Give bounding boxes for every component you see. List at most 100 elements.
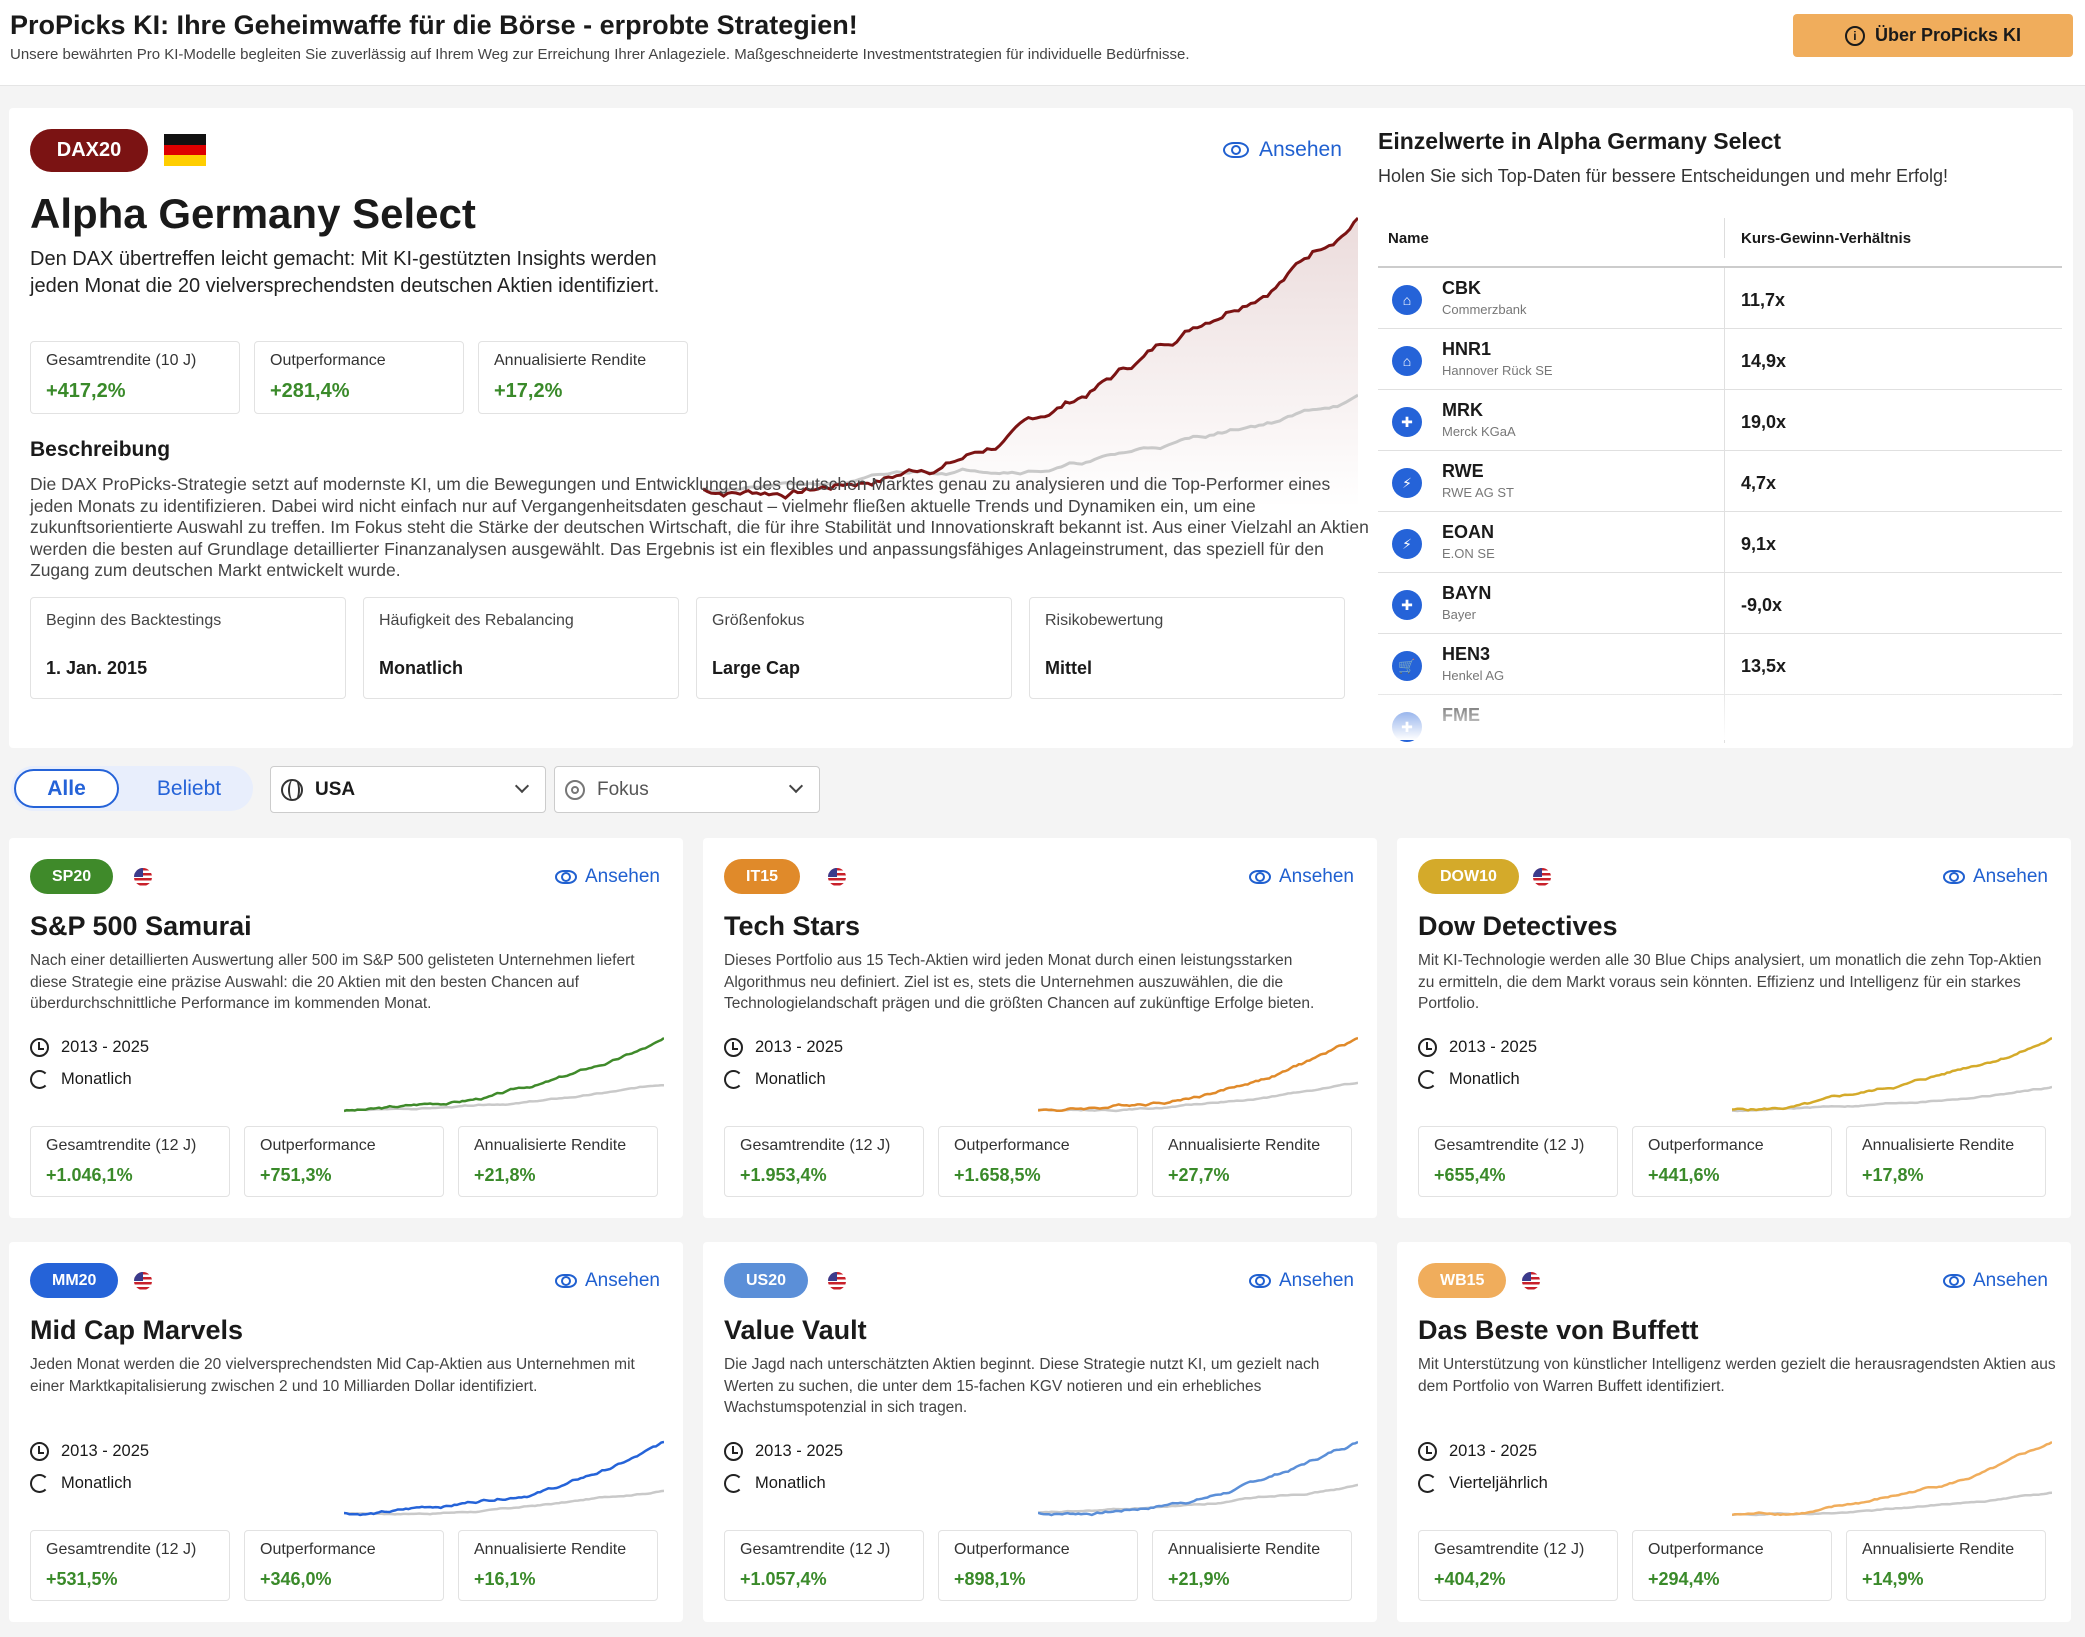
metric-label: Annualisierte Rendite	[1168, 1541, 1321, 1558]
metric-annualized-return: Annualisierte Rendite +27,7%	[1152, 1126, 1352, 1197]
metric-value: +17,8%	[1862, 1165, 1924, 1185]
focus-select[interactable]: Fokus	[554, 766, 820, 813]
metric-total-return: Gesamtrendite (12 J) +531,5%	[30, 1530, 230, 1601]
rebalance-value: Vierteljährlich	[1449, 1474, 1548, 1492]
rebalance-info: Monatlich	[724, 1070, 826, 1089]
fact-label: Häufigkeit des Rebalancing	[379, 612, 574, 629]
view-strategy-link[interactable]: Ansehen	[554, 1270, 660, 1292]
clock-icon	[1418, 1038, 1437, 1057]
refresh-icon	[1418, 1070, 1437, 1089]
period-value: 2013 - 2025	[61, 1442, 150, 1460]
bank-icon: ⌂	[1392, 285, 1422, 315]
utility-icon: ⚡	[1392, 468, 1422, 498]
view-label: Ansehen	[1972, 1270, 2048, 1291]
period-info: 2013 - 2025	[724, 1038, 843, 1057]
page-subtitle: Unsere bewährten Pro KI-Modelle begleite…	[10, 46, 1190, 63]
table-row[interactable]: ⚡ EOAN E.ON SE 9,1x	[1378, 512, 2062, 573]
period-info: 2013 - 2025	[724, 1442, 843, 1461]
strategy-badge: SP20	[30, 859, 114, 894]
fact-value: Mittel	[1045, 658, 1092, 678]
refresh-icon	[1418, 1474, 1437, 1493]
metric-outperformance: Outperformance +1.658,5%	[938, 1126, 1138, 1197]
metric-value: +21,8%	[474, 1165, 536, 1185]
region-select[interactable]: USA	[270, 766, 546, 813]
pe-ratio: 4,7x	[1741, 473, 1777, 493]
about-propicks-button[interactable]: i Über ProPicks KI	[1793, 14, 2073, 57]
table-row[interactable]: ⌂ CBK Commerzbank 11,7x	[1378, 268, 2062, 329]
strategy-card[interactable]: SP20 Ansehen S&P 500 Samurai Nach einer det…	[9, 838, 683, 1218]
metric-value: +531,5%	[46, 1569, 118, 1589]
strategy-line	[1038, 1440, 1358, 1517]
strategy-description: Dieses Portfolio aus 15 Tech-Aktien wird…	[724, 952, 1315, 1012]
metric-value: +294,4%	[1648, 1569, 1720, 1589]
strategy-card[interactable]: WB15 Ansehen Das Beste von Buffett Mit Unte…	[1397, 1242, 2071, 1622]
info-icon: i	[1844, 25, 1865, 46]
strategy-card[interactable]: US20 Ansehen Value Vault Die Jagd nach unte…	[703, 1242, 1377, 1622]
view-strategy-link[interactable]: Ansehen	[1248, 866, 1354, 888]
metric-total-return: Gesamtrendite (12 J) +404,2%	[1418, 1530, 1618, 1601]
stock-symbol: HEN3	[1442, 644, 1491, 664]
fact-label: Größenfokus	[712, 612, 805, 629]
metric-label: Gesamtrendite (10 J)	[46, 352, 197, 369]
strategy-line	[344, 1440, 664, 1517]
stock-symbol: HNR1	[1442, 339, 1492, 359]
table-row[interactable]: ✚ BAYN Bayer -9,0x	[1378, 573, 2062, 634]
rebalance-info: Monatlich	[30, 1474, 132, 1493]
refresh-icon	[724, 1070, 743, 1089]
strategy-card[interactable]: MM20 Ansehen Mid Cap Marvels Jeden Monat we…	[9, 1242, 683, 1622]
chevron-down-icon	[514, 778, 530, 794]
metric-label: Annualisierte Rendite	[1168, 1137, 1321, 1154]
rebalance-value: Monatlich	[61, 1474, 132, 1492]
strategy-description: Nach einer detaillierten Auswertung alle…	[30, 952, 635, 1012]
view-strategy-link[interactable]: Ansehen	[1223, 138, 1342, 162]
metric-label: Outperformance	[954, 1541, 1070, 1558]
metric-outperformance: Outperformance +281,4%	[254, 341, 464, 414]
view-label: Ansehen	[1972, 866, 2048, 887]
metric-value: +14,9%	[1862, 1569, 1924, 1589]
view-strategy-link[interactable]: Ansehen	[1248, 1270, 1354, 1292]
view-strategy-link[interactable]: Ansehen	[1942, 866, 2048, 888]
eye-icon	[554, 870, 577, 884]
us-flag-icon	[828, 868, 846, 886]
period-info: 2013 - 2025	[1418, 1442, 1537, 1461]
refresh-icon	[30, 1070, 49, 1089]
strategy-title: Mid Cap Marvels	[30, 1315, 244, 1345]
pe-ratio: 13,5x	[1741, 656, 1787, 676]
view-label: Ansehen	[584, 1270, 660, 1291]
performance-sparkline	[1732, 1036, 2052, 1113]
performance-chart	[703, 216, 1358, 508]
view-label: Ansehen	[1278, 1270, 1354, 1291]
metric-value: +441,6%	[1648, 1165, 1720, 1185]
table-row[interactable]: ⚡ RWE RWE AG ST 4,7x	[1378, 451, 2062, 512]
period-info: 2013 - 2025	[1418, 1038, 1537, 1057]
strategy-line	[703, 216, 1358, 500]
period-value: 2013 - 2025	[1449, 1442, 1538, 1460]
metric-value: +404,2%	[1434, 1569, 1506, 1589]
stock-symbol: RWE	[1442, 461, 1484, 481]
metric-total-return: Gesamtrendite (12 J) +655,4%	[1418, 1126, 1618, 1197]
description-text: Die DAX ProPicks-Strategie setzt auf mod…	[30, 474, 1369, 580]
strategy-badge: IT15	[724, 859, 801, 894]
refresh-icon	[30, 1474, 49, 1493]
strategy-card[interactable]: DOW10 Ansehen Dow Detectives Mit KI-Technol…	[1397, 838, 2071, 1218]
metric-label: Annualisierte Rendite	[494, 352, 647, 369]
fact-label: Risikobewertung	[1045, 612, 1164, 629]
metric-label: Gesamtrendite (12 J)	[740, 1137, 891, 1154]
tab-popular[interactable]: Beliebt	[156, 776, 222, 800]
metric-value: +21,9%	[1168, 1569, 1230, 1589]
holdings-table[interactable]: Name Kurs-Gewinn-Verhältnis ⌂ CBK Commerzb…	[1378, 208, 2062, 743]
table-row[interactable]: ✚ MRK Merck KGaA 19,0x	[1378, 390, 2062, 451]
us-flag-icon	[134, 868, 152, 886]
rebalance-info: Monatlich	[30, 1070, 132, 1089]
tab-all[interactable]: Alle	[14, 769, 119, 808]
view-strategy-link[interactable]: Ansehen	[1942, 1270, 2048, 1292]
strategy-card[interactable]: IT15 Ansehen Tech Stars Dieses Portfolio au…	[703, 838, 1377, 1218]
fact-value: 1. Jan. 2015	[46, 658, 148, 678]
metric-label: Annualisierte Rendite	[474, 1541, 627, 1558]
metric-label: Gesamtrendite (12 J)	[46, 1137, 197, 1154]
view-strategy-link[interactable]: Ansehen	[554, 866, 660, 888]
table-row[interactable]: ⌂ HNR1 Hannover Rück SE 14,9x	[1378, 329, 2062, 390]
strategy-badge: DOW10	[1418, 859, 1519, 894]
pe-ratio: 19,0x	[1741, 412, 1787, 432]
metric-annualized-return: Annualisierte Rendite +14,9%	[1846, 1530, 2046, 1601]
